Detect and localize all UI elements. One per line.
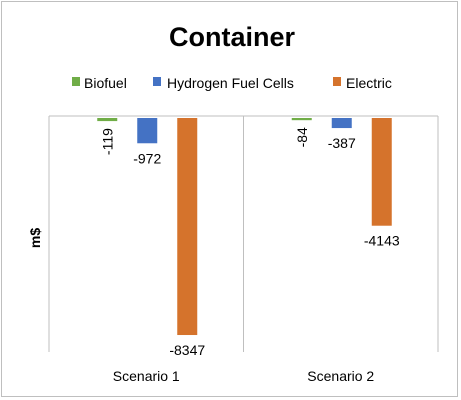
legend-label-1: Hydrogen Fuel Cells xyxy=(167,75,294,91)
legend-label-2: Electric xyxy=(346,75,392,91)
data-label-electric-1: -8347 xyxy=(169,342,205,358)
legend-swatch-1 xyxy=(153,77,161,86)
data-label-electric-2: -4143 xyxy=(364,233,400,249)
category-label-1: Scenario 1 xyxy=(113,368,180,384)
data-label-biofuel-2: -84 xyxy=(294,127,310,147)
legend-swatch-2 xyxy=(333,77,341,86)
legend: Biofuel Hydrogen Fuel Cells Electric xyxy=(72,75,392,91)
data-label-hydrogen-fuel-cells-1: -972 xyxy=(133,150,161,166)
category-label-2: Scenario 2 xyxy=(307,368,374,384)
data-label-biofuel-1: -119 xyxy=(99,128,115,155)
data-label-hydrogen-fuel-cells-2: -387 xyxy=(328,135,356,151)
bar-electric-1 xyxy=(177,118,198,336)
legend-label-0: Biofuel xyxy=(84,75,127,91)
bar-hydrogen-fuel-cells-2 xyxy=(331,118,352,129)
chart-title: Container xyxy=(169,22,296,52)
plot-area: -119 -972 -8347 Scenario 1 -84 -387 -4143 Scena… xyxy=(48,115,439,384)
y-axis-label: m$ xyxy=(27,228,43,248)
bar-biofuel-1 xyxy=(97,118,118,122)
bar-electric-2 xyxy=(371,118,392,226)
legend-swatch-0 xyxy=(72,77,80,86)
bar-hydrogen-fuel-cells-1 xyxy=(137,118,158,144)
bar-biofuel-2 xyxy=(291,118,312,121)
